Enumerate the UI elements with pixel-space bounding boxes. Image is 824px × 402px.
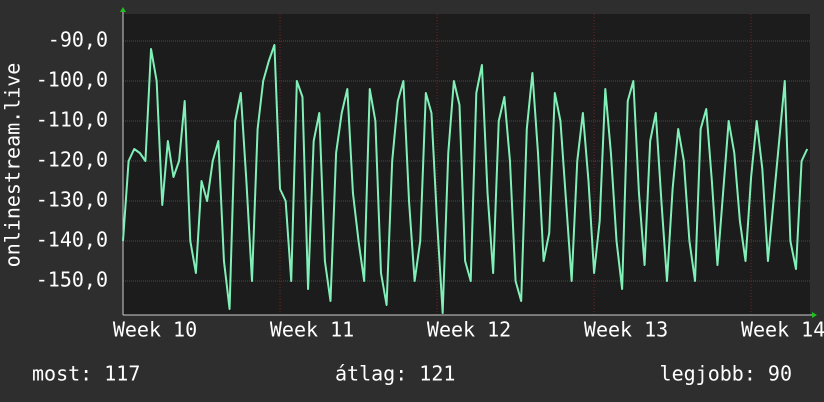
y-tick-label: -130,0 [36,188,108,212]
data-line [122,44,809,314]
y-tick-label: -90,0 [48,28,108,52]
plot-area [123,14,810,315]
x-tick-label: Week 10 [113,318,197,342]
y-tick-label: -140,0 [36,228,108,252]
x-arrow [812,312,817,318]
x-tick-label: Week 14 [741,318,824,342]
x-tick-label: Week 12 [427,318,511,342]
x-tick-label: Week 11 [270,318,354,342]
y-tick-label: -120,0 [36,148,108,172]
y-arrow [120,7,126,12]
footer-current: most: 117 [32,362,140,386]
y-axis-label: onlinestream.live [1,63,25,268]
y-tick-label: -110,0 [36,108,108,132]
y-tick-label: -150,0 [36,268,108,292]
footer-best: legjobb: 90 [660,362,792,386]
x-tick-label: Week 13 [584,318,668,342]
y-tick-label: -100,0 [36,68,108,92]
footer-average: átlag: 121 [335,362,455,386]
